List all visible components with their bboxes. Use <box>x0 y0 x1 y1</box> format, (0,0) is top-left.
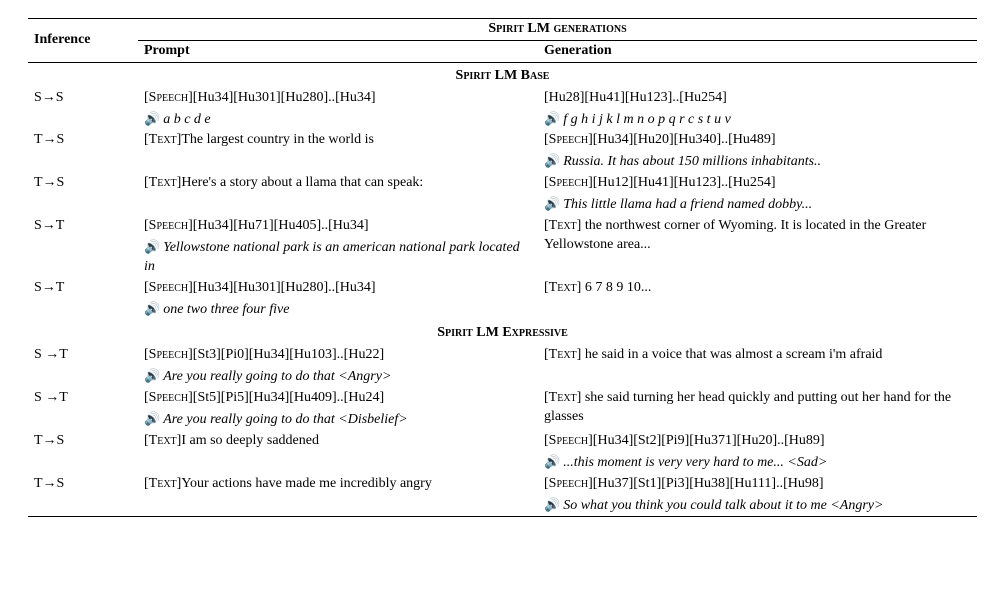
speaker-icon: 🔊 <box>144 238 160 256</box>
speaker-icon: 🔊 <box>144 367 160 385</box>
spirit-lm-table: Inference Spirit LM generations Prompt G… <box>28 19 977 62</box>
table-row: S →T [Speech][St3][Pi0][Hu34][Hu103]..[H… <box>28 345 977 366</box>
cell-prompt-audio: 🔊Are you really going to do that <Disbel… <box>138 409 538 431</box>
cell-prompt: [Speech][Hu34][Hu301][Hu280]..[Hu34] <box>138 88 538 109</box>
cell-generation: [Speech][Hu34][Hu20][Hu340]..[Hu489] <box>538 130 977 151</box>
cell-generation: [Text] she said turning her head quickly… <box>538 388 977 431</box>
cell-prompt: [Text]Your actions have made me incredib… <box>138 474 538 495</box>
section-title-expressive: Spirit LM Expressive <box>28 320 977 345</box>
table-row: S→T [Speech][Hu34][Hu71][Hu405]..[Hu34] … <box>28 216 977 237</box>
table-row: S→T [Speech][Hu34][Hu301][Hu280]..[Hu34]… <box>28 278 977 299</box>
cell-generation: [Text] 6 7 8 9 10... <box>538 278 977 321</box>
table-row: T→S [Text]Here's a story about a llama t… <box>28 173 977 194</box>
cell-inference: S →T <box>28 388 138 409</box>
speaker-icon: 🔊 <box>544 453 560 471</box>
cell-generation: [Hu28][Hu41][Hu123]..[Hu254] <box>538 88 977 109</box>
cell-generation: [Text] he said in a voice that was almos… <box>538 345 977 388</box>
table-row: 🔊This little llama had a friend named do… <box>28 194 977 216</box>
speaker-icon: 🔊 <box>144 110 160 128</box>
cell-prompt-audio: 🔊Are you really going to do that <Angry> <box>138 366 538 388</box>
cell-gen-audio: 🔊This little llama had a friend named do… <box>538 194 977 216</box>
cell-prompt: [Speech][St5][Pi5][Hu34][Hu409]..[Hu24] <box>138 388 538 409</box>
cell-gen-audio: 🔊...this moment is very very hard to me.… <box>538 452 977 474</box>
table-row: 🔊So what you think you could talk about … <box>28 495 977 517</box>
speaker-icon: 🔊 <box>144 410 160 428</box>
cell-prompt: [Speech][Hu34][Hu301][Hu280]..[Hu34] <box>138 278 538 299</box>
cell-gen-audio: 🔊So what you think you could talk about … <box>538 495 977 517</box>
cell-inference: T→S <box>28 431 138 452</box>
speaker-icon: 🔊 <box>544 110 560 128</box>
cell-prompt-audio: 🔊a b c d e <box>138 109 538 131</box>
hdr-prompt: Prompt <box>138 41 538 62</box>
speaker-icon: 🔊 <box>544 195 560 213</box>
table-row: 🔊Russia. It has about 150 millions inhab… <box>28 151 977 173</box>
cell-inference: S→T <box>28 278 138 299</box>
table-row: T→S [Text]The largest country in the wor… <box>28 130 977 151</box>
table-row: 🔊...this moment is very very hard to me.… <box>28 452 977 474</box>
table-row: T→S [Text]Your actions have made me incr… <box>28 474 977 495</box>
cell-prompt: [Text]I am so deeply saddened <box>138 431 538 452</box>
cell-generation: [Text] the northwest corner of Wyoming. … <box>538 216 977 278</box>
hdr-generations: Spirit LM generations <box>138 19 977 40</box>
cell-prompt: [Text]The largest country in the world i… <box>138 130 538 151</box>
section-title-base: Spirit LM Base <box>28 63 977 88</box>
cell-generation: [Speech][Hu34][St2][Pi9][Hu371][Hu20]..[… <box>538 431 977 452</box>
cell-prompt: [Speech][St3][Pi0][Hu34][Hu103]..[Hu22] <box>138 345 538 366</box>
table-row: S →T [Speech][St5][Pi5][Hu34][Hu409]..[H… <box>28 388 977 409</box>
table-row: S→S [Speech][Hu34][Hu301][Hu280]..[Hu34]… <box>28 88 977 109</box>
cell-inference: T→S <box>28 173 138 194</box>
cell-inference: T→S <box>28 130 138 151</box>
cell-generation: [Speech][Hu12][Hu41][Hu123]..[Hu254] <box>538 173 977 194</box>
section-base: Spirit LM Base S→S [Speech][Hu34][Hu301]… <box>28 63 977 517</box>
cell-prompt-audio: 🔊one two three four five <box>138 299 538 321</box>
speaker-icon: 🔊 <box>544 496 560 514</box>
table-row: 🔊a b c d e 🔊f g h i j k l m n o p q r c … <box>28 109 977 131</box>
cell-inference: S→T <box>28 216 138 237</box>
hdr-generation: Generation <box>538 41 977 62</box>
cell-prompt: [Speech][Hu34][Hu71][Hu405]..[Hu34] <box>138 216 538 237</box>
cell-inference: T→S <box>28 474 138 495</box>
table-row: T→S [Text]I am so deeply saddened [Speec… <box>28 431 977 452</box>
speaker-icon: 🔊 <box>544 152 560 170</box>
cell-inference: S →T <box>28 345 138 366</box>
hdr-inference: Inference <box>28 19 138 62</box>
cell-generation: [Speech][Hu37][St1][Pi3][Hu38][Hu111]..[… <box>538 474 977 495</box>
cell-gen-audio: 🔊Russia. It has about 150 millions inhab… <box>538 151 977 173</box>
cell-gen-audio: 🔊f g h i j k l m n o p q r c s t u v <box>538 109 977 131</box>
cell-prompt: [Text]Here's a story about a llama that … <box>138 173 538 194</box>
speaker-icon: 🔊 <box>144 300 160 318</box>
cell-inference: S→S <box>28 88 138 109</box>
cell-prompt-audio: 🔊Yellowstone national park is an america… <box>138 237 538 278</box>
